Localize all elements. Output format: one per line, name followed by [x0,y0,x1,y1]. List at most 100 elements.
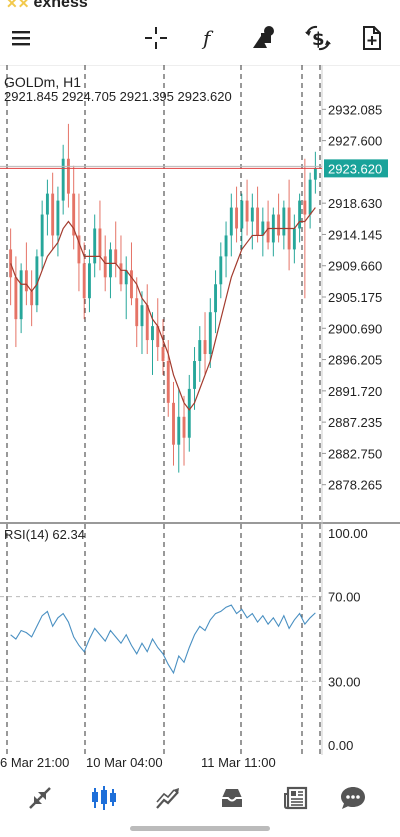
indicators-button[interactable]: f [194,22,226,54]
hamburger-menu-icon [12,31,30,46]
price-axis-label: 2896.205 [328,353,382,368]
candle-body [77,235,81,264]
candle-body [87,263,91,299]
time-axis-label: 11 Mar 11:00 [201,755,276,770]
candle-body [172,402,175,445]
chart-toolbar: f $ [0,14,400,62]
candlestick-icon [92,786,116,810]
shapes-icon [253,26,274,48]
crosshair-button[interactable] [140,22,172,54]
price-axis-label: 2914.145 [328,227,382,242]
exness-logo-icon: ✕✕ [6,0,30,11]
time-axis-label: 6 Mar 21:00 [0,755,69,770]
candle-body [219,256,223,285]
candle-body [82,263,86,299]
candle-body [45,193,49,215]
candle-body [308,179,312,215]
candle-body [277,214,281,236]
candle-body [292,228,296,250]
candle-body [93,228,97,264]
candle-body [19,270,23,320]
candle-body [266,221,270,243]
price-axis-label: 2882.750 [328,446,382,461]
candle-body [56,200,60,236]
price-axis-label: 2918.630 [328,196,382,211]
candle-body [250,207,254,222]
candle-body [166,361,170,403]
nav-quotes[interactable] [23,781,57,815]
candle-body [193,361,196,389]
candle-body [61,158,65,201]
price-chart[interactable]: 2932.085 2927.600 2923.620 2918.630 2914.145… [0,65,400,775]
quotes-icon [29,787,51,809]
objects-button[interactable] [248,22,280,54]
rsi-label: RSI(14) 62.34 [4,527,85,542]
nav-messages[interactable] [336,781,370,815]
candle-body [245,200,249,222]
candle-body [298,200,302,229]
candle-body [130,270,133,299]
candle-body [72,193,76,236]
nav-history[interactable] [215,781,249,815]
candle-body [187,388,191,438]
candle-body [177,416,181,445]
symbol-button[interactable]: $ [302,22,334,54]
news-icon [284,786,308,810]
dollar-switch-icon: $ [305,25,331,51]
price-axis-label: 2878.265 [328,478,382,493]
candle-body [182,416,186,438]
moving-average-line [10,207,316,411]
candle-body [35,256,39,306]
symbol-timeframe-label: GOLDm, H1 [4,74,81,90]
time-axis-label: 10 Mar 04:00 [86,755,163,770]
current-price-tag [324,159,388,178]
candle-body [282,207,286,236]
candle-body [40,214,44,257]
candle-body [103,256,107,278]
candle-body [256,207,260,236]
candle-body [119,263,123,285]
menu-button[interactable] [5,22,37,54]
price-axis-label: 2887.235 [328,415,382,430]
candle-body [303,200,307,215]
nav-trade[interactable] [151,781,185,815]
bottom-navigation [0,775,400,820]
candle-body [240,200,244,229]
candle-body [224,235,228,257]
candle-body [198,340,202,361]
candle-body [313,168,317,180]
price-axis-label: 2900.690 [328,321,382,336]
candle-body [135,298,139,327]
rsi-axis-label: 70.00 [328,590,361,605]
current-price-label: 2923.620 [328,161,382,176]
brand-logo: ✕✕ exness [6,0,88,12]
rsi-line [10,604,316,675]
trade-icon [156,788,179,809]
candle-body [30,291,34,306]
brand-name: exness [33,0,88,11]
status-bar: ✕✕ exness [0,0,400,14]
candle-body [156,326,160,348]
price-axis-label: 2905.175 [328,290,382,305]
candle-body [98,228,102,257]
price-axis-label: 2927.600 [328,134,382,149]
home-indicator [130,826,270,831]
nav-chart[interactable] [87,781,121,815]
chat-icon [341,787,365,809]
nav-news[interactable] [279,781,313,815]
templates-button[interactable] [356,22,388,54]
rsi-axis-label: 30.00 [328,674,361,689]
chart-canvas[interactable]: 2932.085 2927.600 2923.620 2918.630 2914.145… [0,65,400,775]
candle-body [51,193,55,236]
candle-body [151,326,154,341]
candle-body [140,305,144,327]
candle-body [261,221,265,236]
candle-body [208,312,212,355]
candle-body [145,305,149,341]
svg-text:f: f [201,26,214,50]
crosshair-icon [145,27,167,49]
candle-body [14,277,18,320]
candle-body [114,249,118,264]
candle-body [214,284,217,313]
function-icon: f [201,26,214,50]
